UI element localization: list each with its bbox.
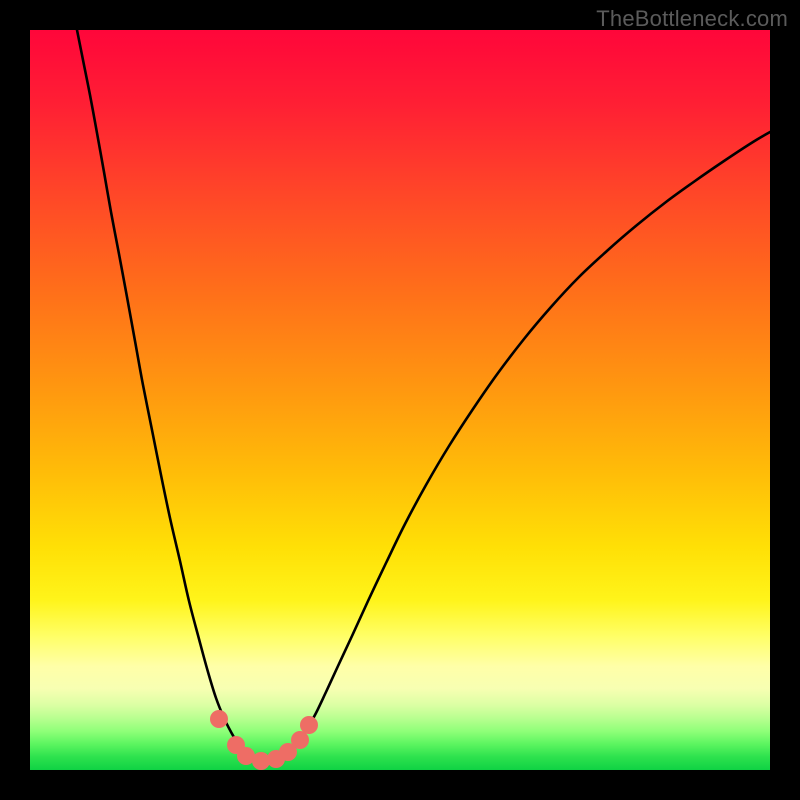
- heatmap-chart: [0, 0, 800, 800]
- plot-background: [30, 30, 770, 770]
- chart-canvas: TheBottleneck.com: [0, 0, 800, 800]
- curve-marker: [291, 731, 309, 749]
- curve-marker: [210, 710, 228, 728]
- curve-marker: [300, 716, 318, 734]
